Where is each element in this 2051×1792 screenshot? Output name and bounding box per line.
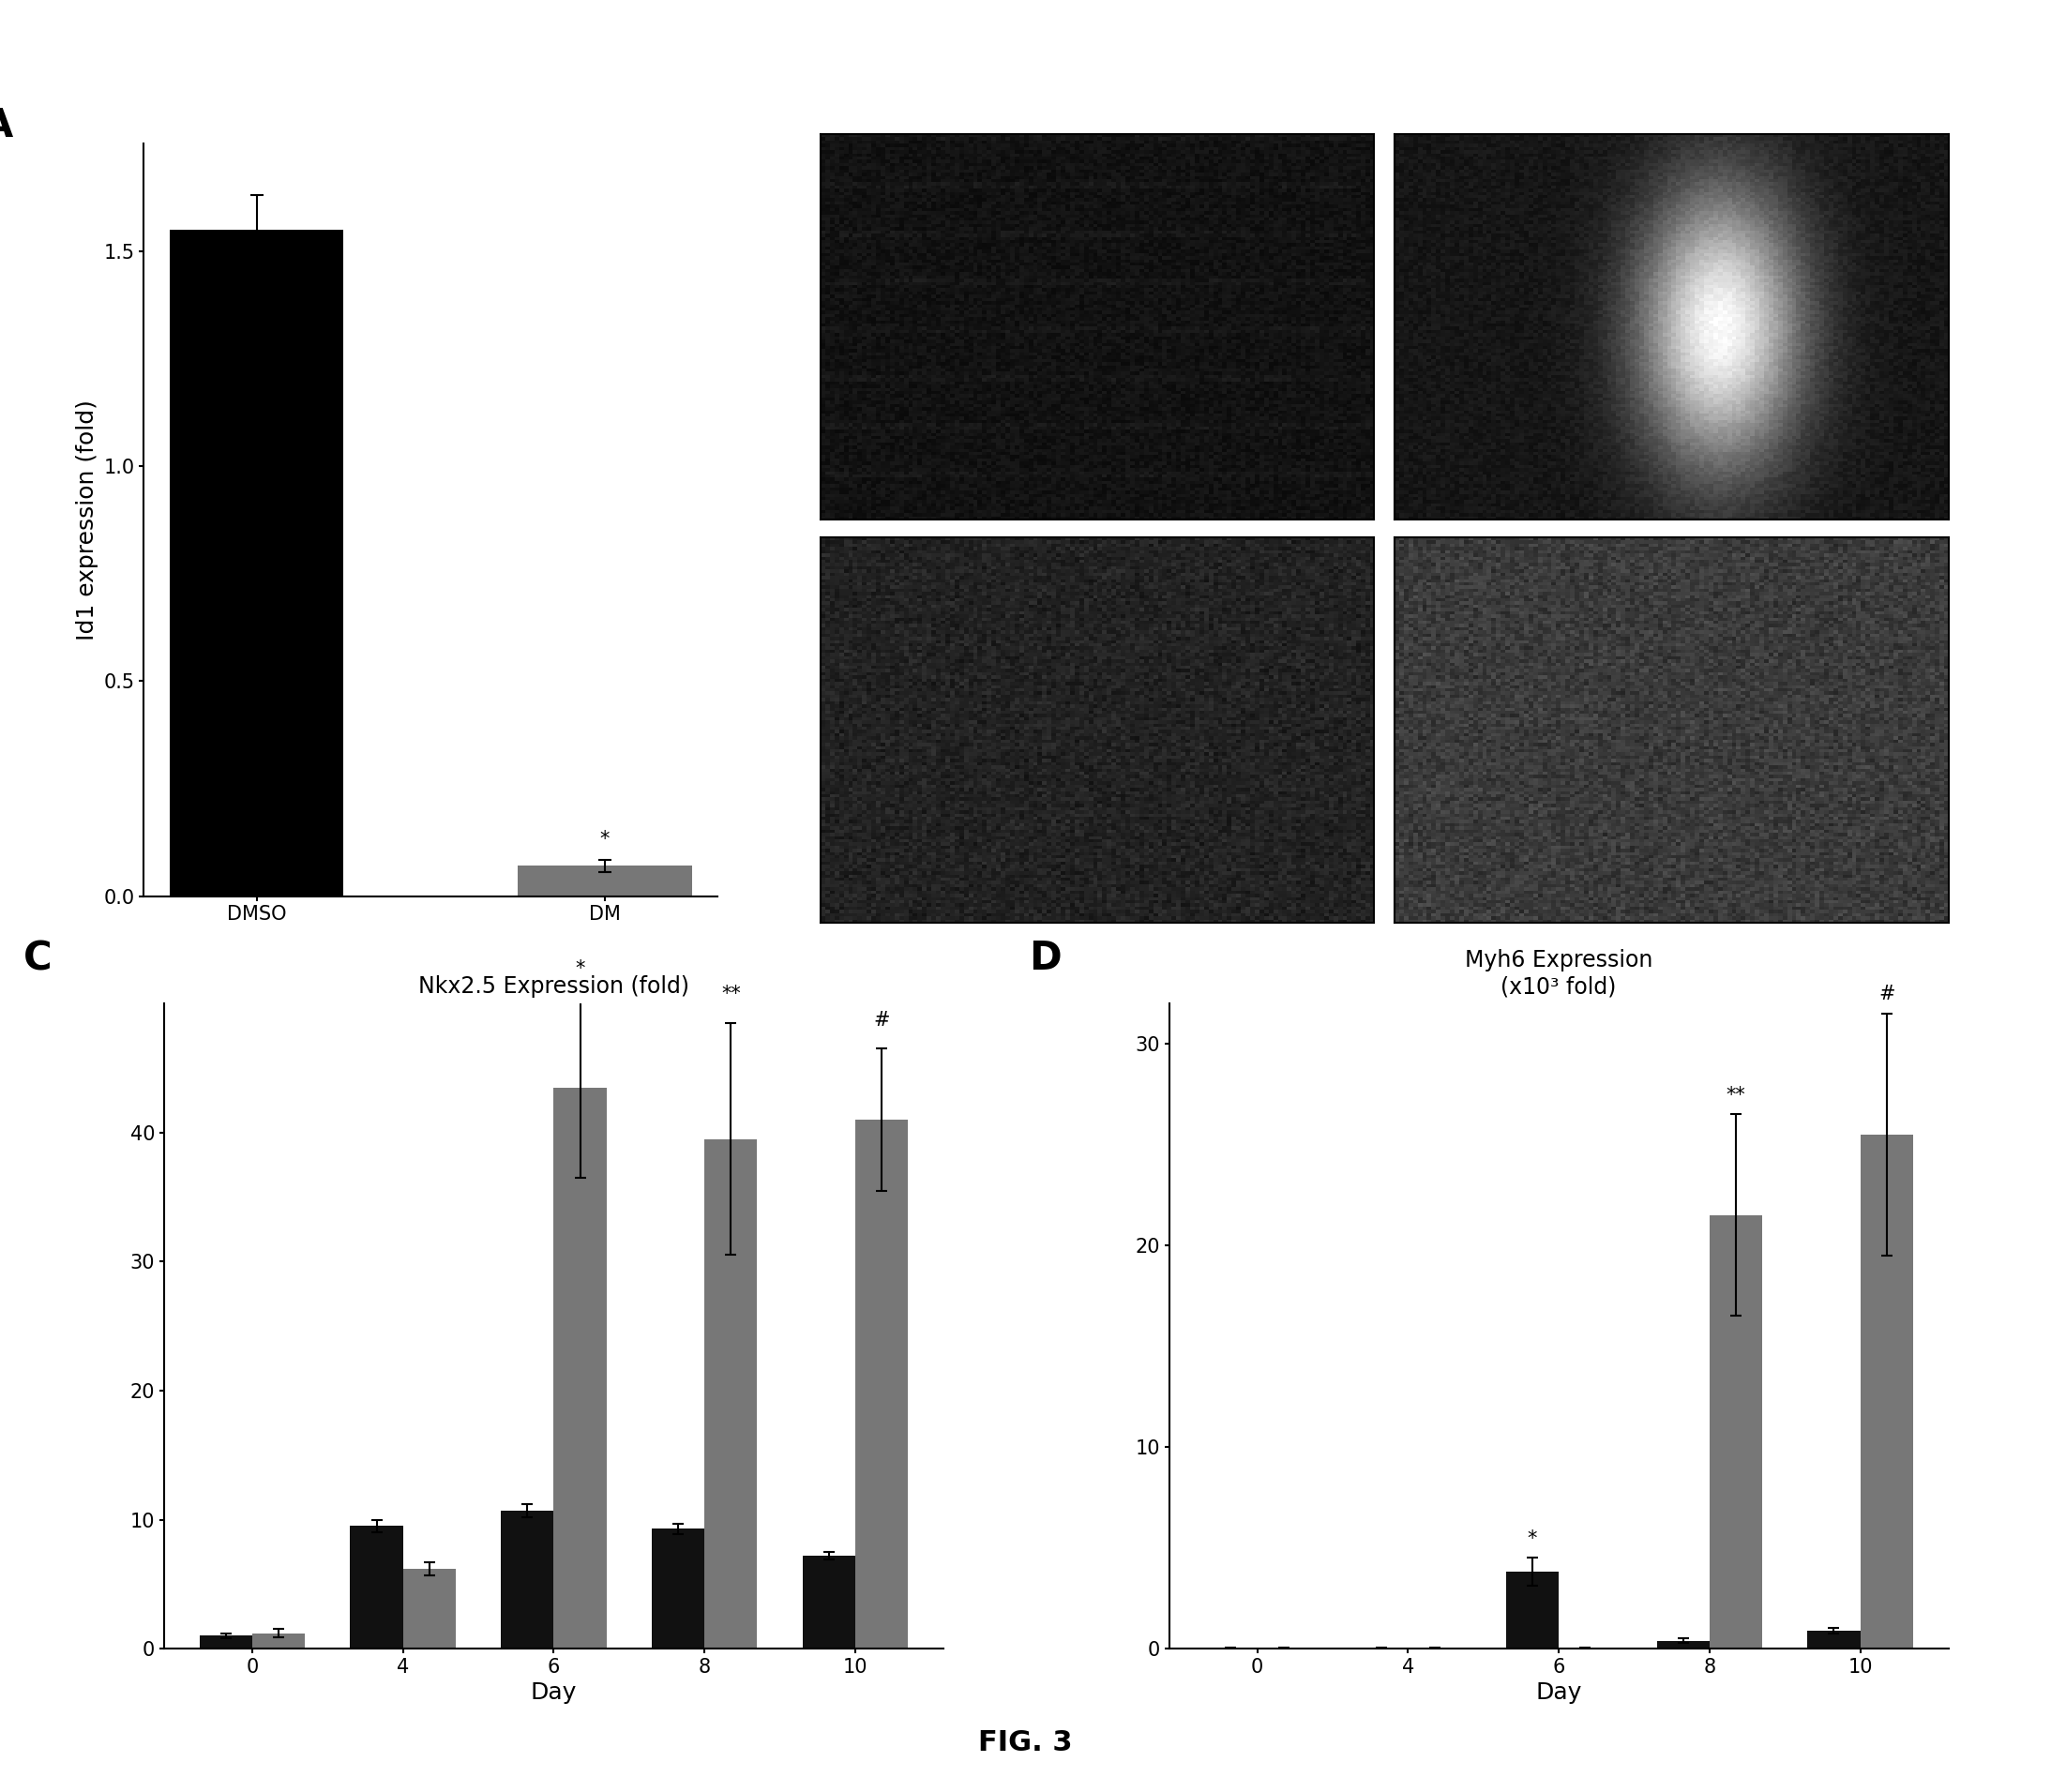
Text: FIG. 3: FIG. 3 bbox=[978, 1729, 1073, 1756]
Bar bbox=[855, 1120, 909, 1649]
Bar bbox=[1711, 1215, 1762, 1649]
Bar bbox=[706, 1140, 757, 1649]
Text: *: * bbox=[574, 959, 585, 978]
Bar bbox=[554, 1088, 607, 1649]
Text: #: # bbox=[1879, 986, 1895, 1004]
Bar bbox=[1860, 1134, 1914, 1649]
Text: C: C bbox=[25, 939, 53, 978]
Text: *: * bbox=[599, 830, 609, 849]
Text: A: A bbox=[0, 106, 12, 145]
Y-axis label: Id1 expression (fold): Id1 expression (fold) bbox=[76, 400, 98, 640]
Bar bbox=[170, 229, 345, 896]
X-axis label: Day: Day bbox=[1536, 1681, 1581, 1704]
Text: **: ** bbox=[722, 986, 740, 1004]
Bar bbox=[802, 1555, 855, 1649]
Title: Myh6 Expression
(x10³ fold): Myh6 Expression (x10³ fold) bbox=[1464, 950, 1653, 998]
Title: Nkx2.5 Expression (fold): Nkx2.5 Expression (fold) bbox=[418, 975, 689, 998]
Bar bbox=[252, 1633, 306, 1649]
Bar bbox=[652, 1529, 706, 1649]
Text: **: ** bbox=[1727, 1086, 1745, 1104]
Bar bbox=[1505, 1572, 1559, 1649]
Bar bbox=[1807, 1631, 1860, 1649]
Bar bbox=[500, 1511, 554, 1649]
Bar bbox=[1657, 1641, 1711, 1649]
Bar bbox=[402, 1568, 455, 1649]
Text: *: * bbox=[1528, 1529, 1538, 1548]
X-axis label: Day: Day bbox=[531, 1681, 576, 1704]
Bar bbox=[351, 1527, 402, 1649]
Bar bbox=[517, 866, 691, 896]
Text: D: D bbox=[1030, 939, 1060, 978]
Text: #: # bbox=[874, 1011, 890, 1029]
Bar bbox=[199, 1636, 252, 1649]
